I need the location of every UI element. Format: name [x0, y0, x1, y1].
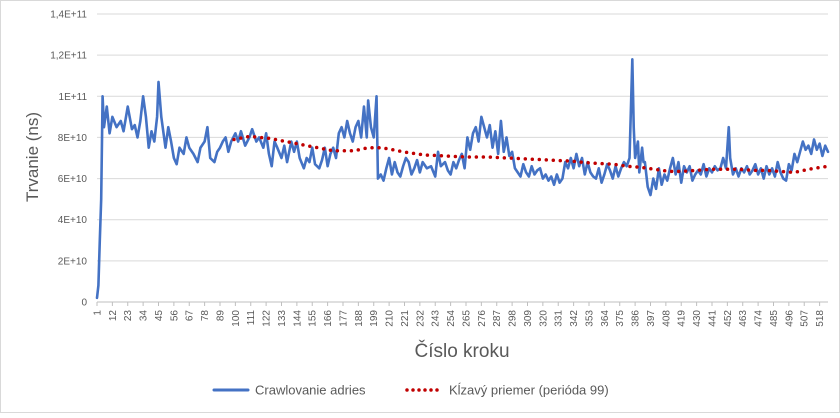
x-tick-label: 309 — [523, 310, 534, 327]
x-tick-label: 507 — [800, 310, 811, 327]
x-tick-label: 221 — [400, 310, 411, 327]
x-tick-label: 232 — [415, 310, 426, 327]
x-tick-label: 496 — [784, 310, 795, 327]
series-layer — [95, 57, 830, 300]
x-tick-label: 485 — [769, 310, 780, 327]
y-tick-label: 2E+10 — [58, 256, 88, 267]
y-tick-label: 8E+10 — [58, 133, 88, 144]
x-tick-label: 375 — [615, 310, 626, 327]
x-tick-label: 430 — [692, 310, 703, 327]
gridlines — [97, 13, 828, 303]
x-tick-label: 199 — [369, 310, 380, 327]
x-tick-label: 342 — [569, 310, 580, 327]
x-axis-ticks: 1 12 23 34 45 56 67 78 89 100 111 122 133 144 155 166 17… — [93, 302, 826, 327]
y-tick-label: 6E+10 — [58, 174, 88, 185]
x-tick-label: 34 — [139, 310, 150, 322]
x-tick-label: 441 — [707, 310, 718, 327]
x-tick-label: 23 — [123, 310, 134, 322]
y-axis-label: Trvanie (ns) — [23, 112, 42, 202]
x-tick-label: 353 — [584, 310, 595, 327]
x-tick-label: 364 — [600, 310, 611, 327]
x-tick-label: 287 — [492, 310, 503, 327]
y-tick-label: 1,2E+11 — [50, 51, 87, 62]
x-tick-label: 144 — [292, 310, 303, 327]
x-tick-label: 298 — [508, 310, 519, 327]
x-tick-label: 320 — [538, 310, 549, 327]
x-axis-label: Číslo kroku — [414, 340, 509, 362]
y-axis-ticks: 0 2E+10 4E+10 6E+10 8E+10 1E+11 1,2E+11 1,4E+11 — [50, 10, 87, 309]
x-tick-label: 67 — [185, 310, 196, 322]
legend: Crawlovanie adries Kĺzavý priemer (periód… — [212, 383, 609, 398]
x-tick-label: 386 — [631, 310, 642, 327]
y-tick-label: 4E+10 — [58, 215, 88, 226]
legend-label-2: Kĺzavý priemer (perióda 99) — [449, 383, 609, 398]
x-tick-label: 56 — [169, 310, 180, 322]
x-tick-label: 177 — [338, 310, 349, 327]
x-tick-label: 122 — [262, 310, 273, 327]
x-tick-label: 397 — [646, 310, 657, 327]
x-tick-label: 155 — [308, 310, 319, 327]
series-line-1 — [95, 57, 830, 300]
x-tick-label: 408 — [661, 310, 672, 327]
x-tick-label: 89 — [215, 310, 226, 322]
series-line-2 — [232, 134, 830, 175]
y-tick-label: 1,4E+11 — [50, 10, 87, 21]
x-tick-label: 210 — [385, 310, 396, 327]
x-tick-label: 463 — [738, 310, 749, 327]
x-tick-label: 243 — [431, 310, 442, 327]
x-tick-label: 100 — [231, 310, 242, 327]
legend-label-1: Crawlovanie adries — [255, 383, 366, 398]
x-tick-label: 45 — [154, 310, 165, 322]
x-tick-label: 265 — [461, 310, 472, 327]
x-tick-label: 254 — [446, 310, 457, 327]
x-tick-label: 78 — [200, 310, 211, 322]
x-tick-label: 518 — [815, 310, 826, 327]
y-tick-label: 0 — [81, 298, 87, 309]
x-tick-label: 133 — [277, 310, 288, 327]
x-tick-label: 276 — [477, 310, 488, 327]
x-tick-label: 419 — [677, 310, 688, 327]
x-tick-label: 452 — [723, 310, 734, 327]
x-tick-label: 1 — [93, 310, 104, 316]
x-tick-label: 12 — [108, 310, 119, 322]
x-tick-label: 474 — [754, 310, 765, 327]
x-tick-label: 111 — [246, 310, 257, 326]
x-tick-label: 166 — [323, 310, 334, 327]
y-tick-label: 1E+11 — [59, 92, 88, 103]
x-tick-label: 188 — [354, 310, 365, 327]
x-tick-label: 331 — [554, 310, 565, 327]
